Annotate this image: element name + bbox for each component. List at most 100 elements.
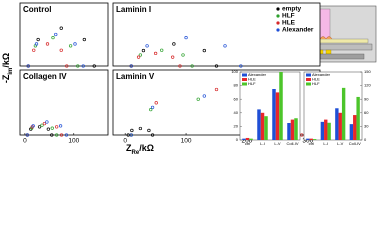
data-point [145,44,149,48]
data-point [50,126,54,130]
data-point [223,44,227,48]
x-tick-label: 200 [242,138,253,145]
data-point [51,36,55,40]
data-point [171,55,175,59]
y-tick-label: 60 [364,110,369,115]
x-tick-label: L-V [274,141,281,146]
legend-swatch [306,73,311,77]
data-point [25,133,29,137]
x-tick-label: Coll-IV [286,141,298,146]
bar [272,89,276,140]
data-point [55,125,59,129]
legend-swatch [242,82,247,86]
data-point [138,53,143,57]
data-point [141,48,146,53]
data-point [36,37,40,42]
data-point [129,133,133,137]
legend-label: Alexander [282,27,314,34]
plot-frame [19,69,109,136]
legend-label: HLF [282,13,295,20]
bar [290,119,295,140]
data-point [46,127,51,131]
data-point [184,36,188,40]
label-part: /kΩ [139,143,154,153]
data-point [59,48,63,52]
data-point [147,128,151,133]
bar [245,137,250,140]
data-point [45,42,50,46]
x-tick-label: Coll-IV [349,141,361,146]
data-point [37,125,42,129]
y-axis-label: -Zim/kΩ [1,53,13,83]
data-point [65,64,69,68]
legend-marker [276,21,280,25]
label-part: Re [132,150,140,154]
panel-title: Control [23,5,51,14]
data-point [138,126,143,131]
y-tick-label: 90 [364,96,369,101]
data-point [172,42,176,46]
data-point [190,64,194,68]
y-tick-label: 40 [234,110,239,115]
data-point [160,48,164,52]
x-axis-label: ZRe/kΩ [126,143,154,154]
data-point [68,44,73,48]
x-tick-label: ctrl [245,141,250,146]
data-point [54,32,58,37]
legend-label: HLE [312,77,320,82]
y-tick-label: 0 [236,137,239,142]
legend-swatch [306,82,311,86]
bar [279,72,283,140]
bar [309,138,313,140]
data-point [202,94,206,98]
bar [294,118,298,140]
label-part: Z [126,143,132,153]
data-point [34,42,39,46]
x-tick-label: L-I [323,141,328,146]
x-tick-label: 300 [302,138,313,145]
data-point [42,121,47,126]
bar [324,119,328,140]
data-point [31,124,35,128]
data-point [214,87,219,92]
data-point [32,48,36,52]
bar [338,112,342,140]
data-point [64,133,69,137]
y-tick-label: 60 [234,96,239,101]
data-point [50,133,54,137]
label-part: /kΩ [1,53,11,68]
y-tick-label: 150 [364,69,371,74]
data-point [126,133,130,137]
data-point [40,123,44,127]
bar [287,123,291,140]
data-point [81,64,85,68]
legend-label: HLE [248,77,256,82]
bar [335,108,339,140]
data-point [154,101,158,105]
plot-frame [19,2,109,67]
bar [242,138,246,140]
data-point [59,133,64,137]
data-point [178,64,182,68]
legend-marker [276,7,280,11]
label-part: im [8,68,14,75]
x-tick-label: 100 [68,138,79,145]
data-point [239,64,243,68]
bar [356,96,360,140]
data-point [181,53,185,57]
x-tick-label: 0 [23,138,27,145]
data-point [150,105,155,110]
bar [349,124,354,140]
legend-swatch [242,73,247,77]
x-tick-label: ctrl [309,141,314,146]
data-point [55,133,59,137]
data-point [59,26,63,30]
legend-swatch [242,78,247,81]
label-part: -Z [1,74,11,83]
data-point [82,37,86,42]
legend-label: HLE [282,20,296,27]
panel-title: Laminin V [116,72,155,81]
bar [275,92,280,140]
bar [353,115,357,140]
